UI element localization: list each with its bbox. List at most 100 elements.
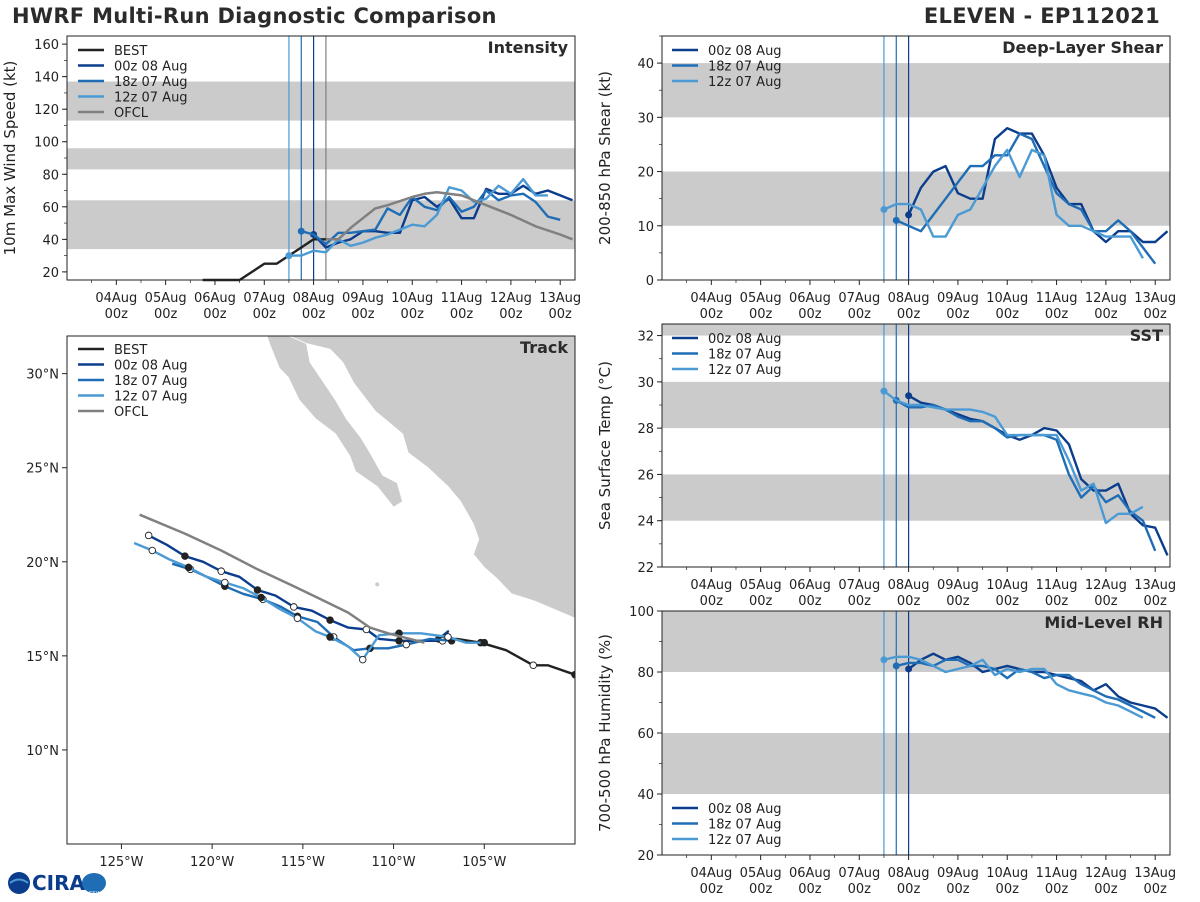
logo-text: CIRA [32, 871, 86, 895]
x-tick-label: 11Aug [1036, 578, 1078, 593]
x-tick-label: 10Aug [986, 578, 1028, 593]
track-point [217, 567, 225, 575]
axes-frame [661, 35, 1171, 281]
x-tick-label: 105°W [462, 855, 506, 870]
y-tick-label: 10°N [26, 744, 59, 759]
panel-intensity: 2040608010012014016004Aug00z05Aug00z06Au… [1, 35, 581, 322]
legend-label: OFCL [114, 405, 149, 420]
y-axis-label: 700-500 hPa Humidity (%) [596, 634, 614, 832]
x-tick-sublabel: 00z [996, 594, 1020, 609]
csu-icon [82, 873, 106, 893]
globe-icon [8, 872, 30, 894]
track-point [402, 640, 411, 649]
x-tick-sublabel: 00z [351, 307, 375, 322]
x-tick-sublabel: 00z [798, 307, 822, 322]
x-tick-sublabel: 00z [154, 307, 178, 322]
legend-label: 00z 08 Aug [114, 60, 188, 75]
x-tick-label: 09Aug [937, 578, 979, 593]
panel-title: Intensity [488, 38, 569, 57]
x-tick-label: 06Aug [194, 291, 236, 306]
legend-label: 00z 08 Aug [708, 44, 782, 59]
land-map [266, 336, 575, 619]
legend-label: 00z 08 Aug [708, 332, 782, 347]
x-tick-sublabel: 00z [848, 594, 872, 609]
shade-band [67, 148, 575, 170]
init-point [905, 665, 913, 673]
track-point [290, 603, 298, 611]
series-line [883, 655, 1144, 719]
x-tick-label: 120°W [190, 855, 234, 870]
x-tick-sublabel: 00z [499, 307, 523, 322]
track-point [571, 670, 575, 679]
y-tick-label: 0 [646, 274, 654, 289]
x-tick-sublabel: 00z [749, 594, 773, 609]
x-tick-sublabel: 00z [253, 307, 277, 322]
y-axis-label: 200-850 hPa Shear (kt) [596, 71, 614, 245]
y-tick-label: 24 [637, 515, 654, 530]
y-tick-label: 30 [637, 376, 654, 391]
series-line [883, 148, 1144, 259]
x-tick-sublabel: 00z [1045, 594, 1069, 609]
x-tick-sublabel: 00z [450, 307, 474, 322]
y-tick-label: 40 [42, 233, 59, 248]
x-tick-label: 115°W [281, 855, 325, 870]
panel-title: SST [1130, 326, 1163, 345]
x-tick-sublabel: 00z [700, 307, 724, 322]
x-tick-sublabel: 00z [798, 882, 822, 897]
track-point [257, 593, 265, 602]
x-tick-label: 04Aug [95, 291, 137, 306]
x-tick-label: 13Aug [1134, 291, 1176, 306]
legend-label: 00z 08 Aug [114, 359, 188, 374]
series-line [895, 132, 1157, 265]
x-tick-label: 12Aug [1085, 866, 1127, 881]
init-point [892, 216, 900, 224]
track-point [184, 563, 193, 572]
panel-title: Mid-Level RH [1044, 613, 1163, 632]
legend-label: 00z 08 Aug [708, 802, 782, 817]
track-point [253, 586, 262, 594]
x-tick-label: 11Aug [441, 291, 483, 306]
series-best [435, 635, 575, 679]
y-tick-label: 25°N [26, 462, 59, 477]
series-line [133, 541, 485, 661]
series-18z-07-aug [892, 132, 1157, 265]
track-point [148, 546, 157, 555]
legend-label: 12z 07 Aug [708, 75, 782, 90]
track-point [144, 531, 153, 540]
x-tick-sublabel: 00z [1045, 307, 1069, 322]
init-point [905, 211, 913, 219]
axes-frame [661, 323, 1171, 568]
land-mainland [288, 336, 575, 619]
axes-frame [66, 335, 576, 845]
x-tick-sublabel: 00z [749, 307, 773, 322]
x-tick-sublabel: 00z [996, 307, 1020, 322]
x-tick-sublabel: 00z [897, 307, 921, 322]
series-line [438, 637, 575, 676]
x-tick-label: 09Aug [937, 291, 979, 306]
x-tick-label: 125°W [99, 855, 143, 870]
track-point [221, 578, 229, 587]
x-tick-label: 12Aug [1085, 291, 1127, 306]
shade-band [662, 324, 1170, 336]
y-tick-label: 120 [34, 103, 59, 118]
track-point [326, 633, 334, 641]
y-tick-label: 20 [637, 166, 654, 181]
y-tick-label: 80 [637, 666, 654, 681]
init-point [880, 656, 888, 664]
shade-band [662, 63, 1170, 118]
y-tick-label: 100 [34, 136, 59, 151]
y-axis-label: 10m Max Wind Speed (kt) [1, 61, 19, 256]
legend-label: OFCL [114, 106, 149, 121]
x-tick-label: 12Aug [490, 291, 532, 306]
x-tick-sublabel: 00z [1144, 882, 1168, 897]
x-tick-label: 07Aug [838, 578, 880, 593]
x-tick-label: 110°W [371, 855, 415, 870]
panel-title: Track [520, 338, 568, 357]
shade-band [662, 474, 1170, 521]
y-tick-label: 60 [42, 201, 59, 216]
x-tick-sublabel: 00z [798, 594, 822, 609]
land-baja [266, 336, 404, 508]
track-point [326, 616, 334, 624]
legend-label: BEST [114, 44, 147, 59]
x-tick-sublabel: 00z [401, 307, 425, 322]
